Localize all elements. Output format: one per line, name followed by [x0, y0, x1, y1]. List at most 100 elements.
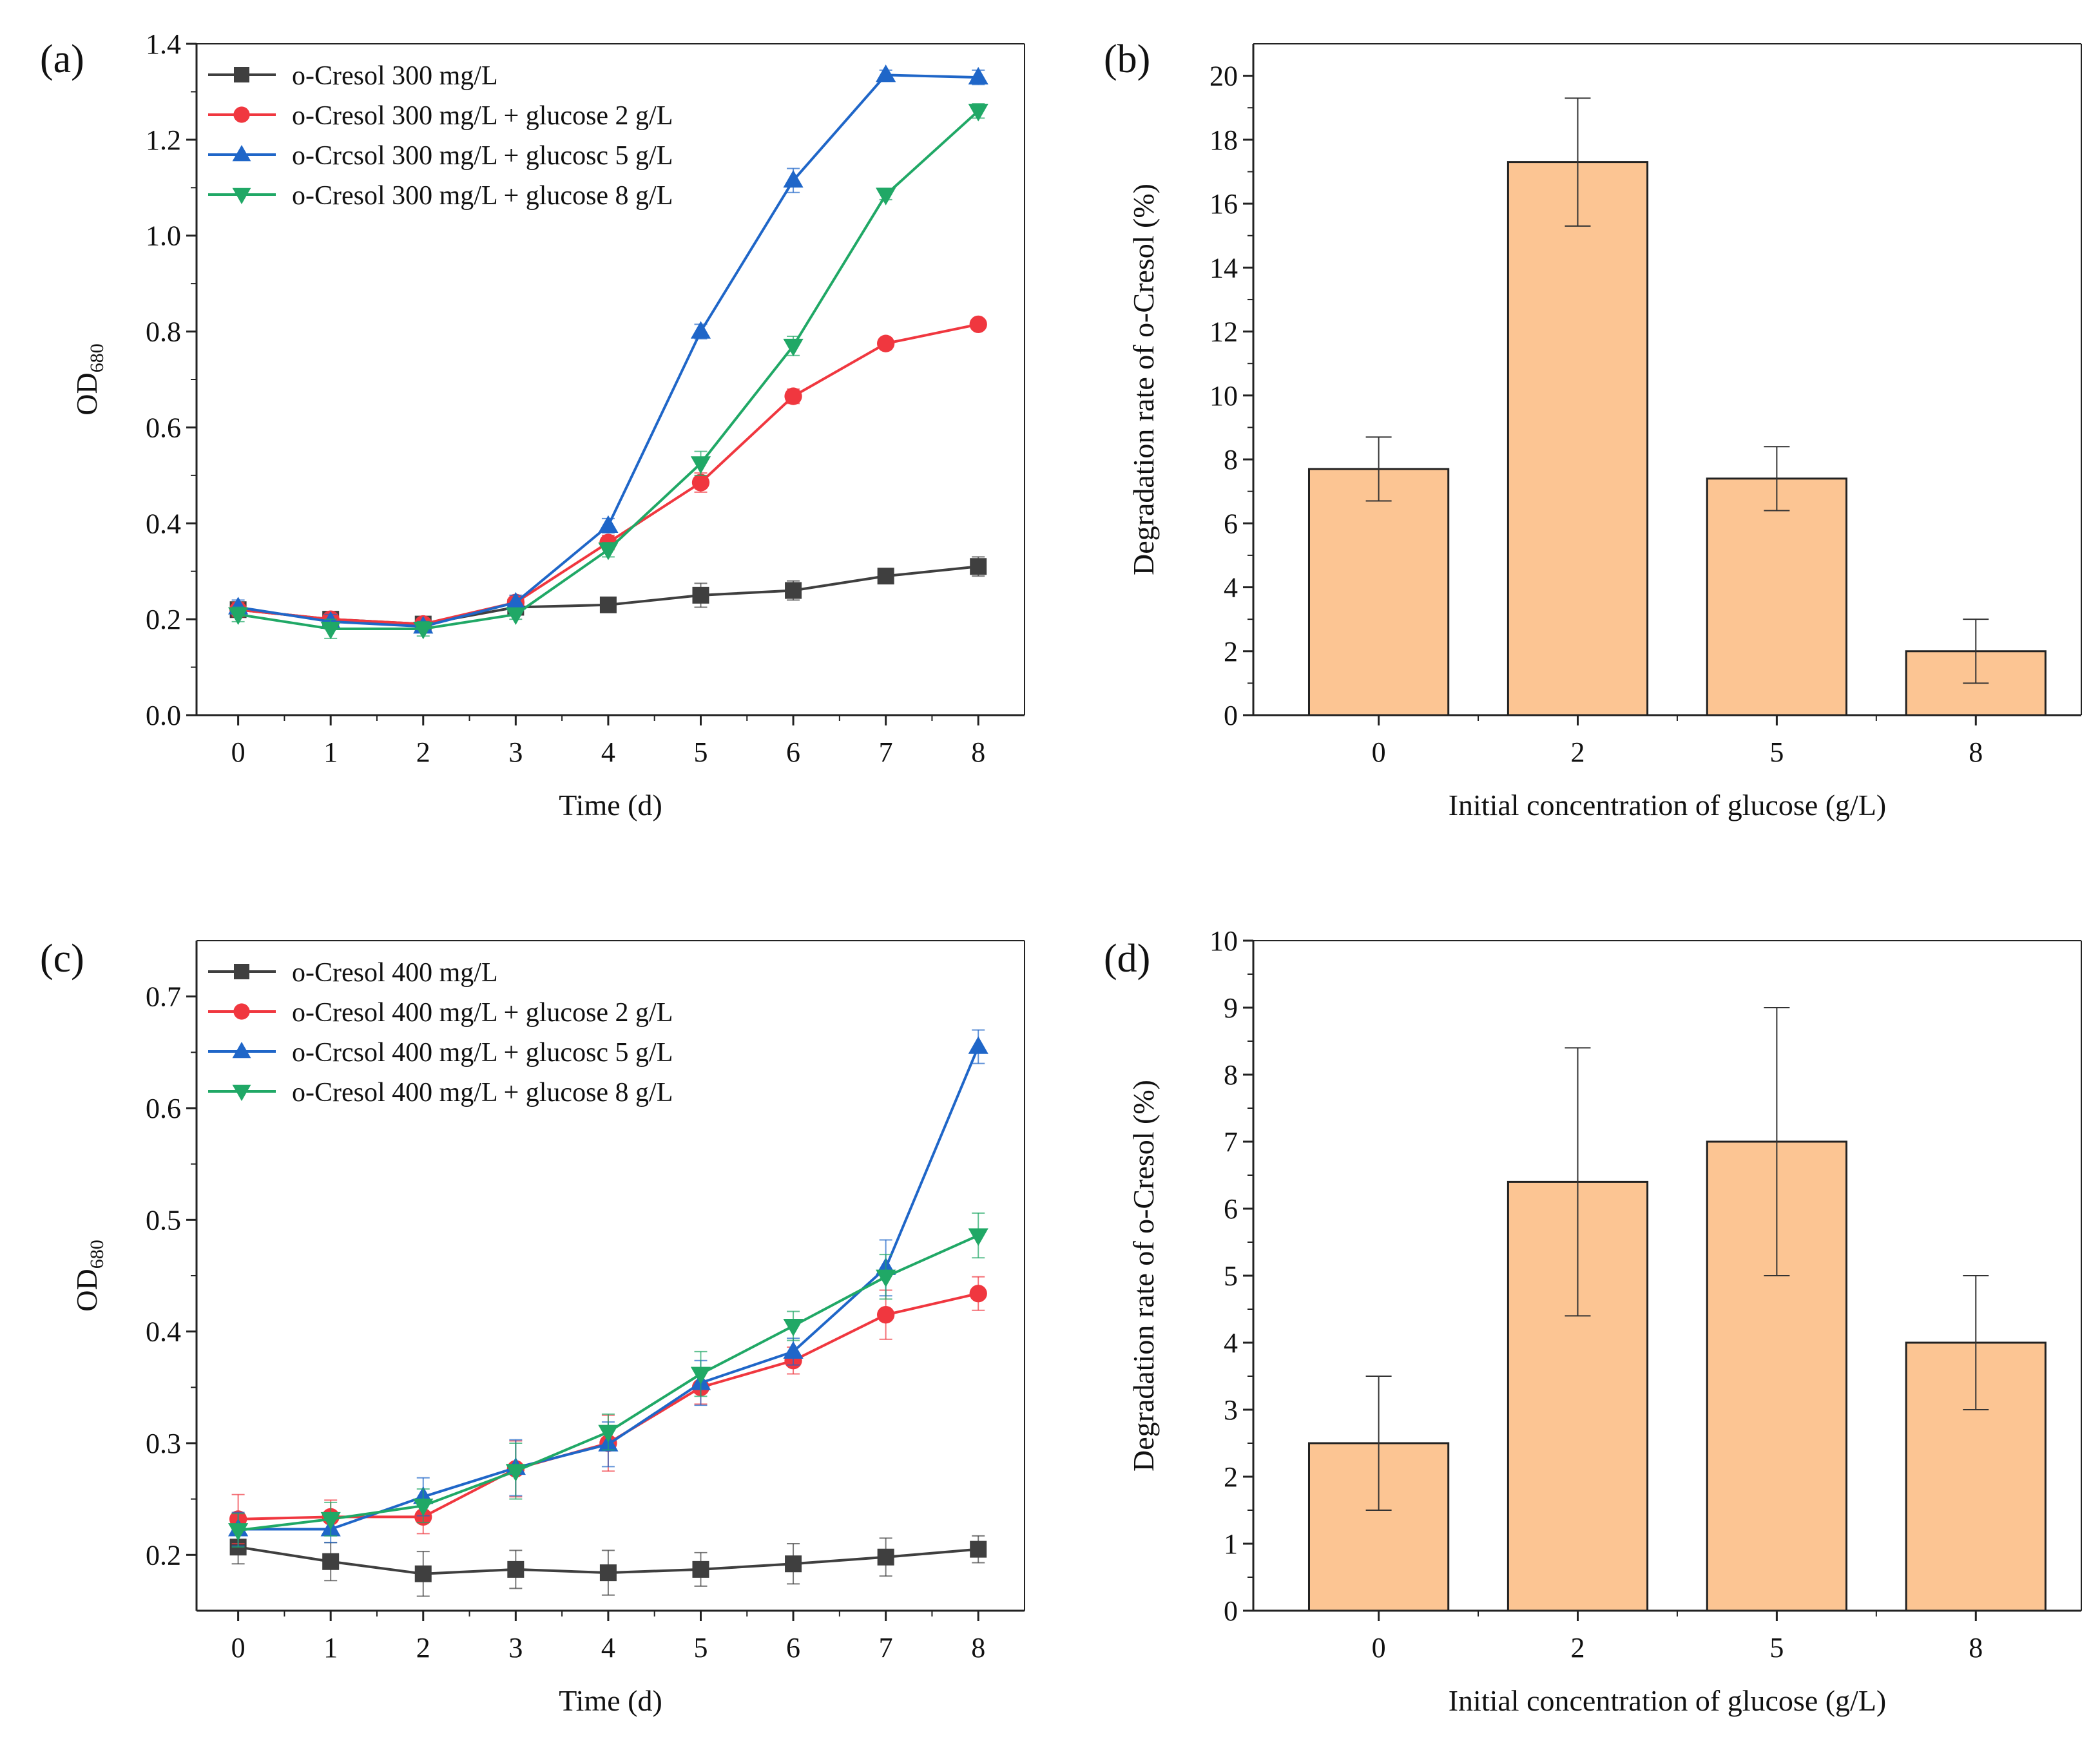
legend-marker	[234, 67, 249, 82]
y-axis-label: OD680	[70, 343, 108, 415]
y-tick-label: 2	[1224, 1461, 1238, 1493]
y-tick-label: 6	[1224, 508, 1238, 539]
data-point	[785, 1555, 802, 1573]
data-point	[599, 1564, 617, 1582]
data-point	[690, 456, 711, 474]
x-axis-label: Time (d)	[559, 789, 662, 821]
legend-marker	[232, 145, 251, 162]
data-point	[784, 387, 802, 405]
data-point	[414, 1565, 432, 1582]
x-tick-label: 8	[1969, 1632, 1983, 1664]
legend-label: o-Cresol 400 mg/L + glucose 8 g/L	[292, 1078, 673, 1108]
bar	[1706, 477, 1848, 716]
y-axis-label: Degradation rate of o-Cresol (%)	[1127, 1080, 1160, 1472]
legend-marker	[233, 106, 250, 123]
data-point	[876, 334, 895, 352]
x-tick-label: 2	[416, 1632, 430, 1664]
x-axis-label: Initial concentration of glucose (g/L)	[1449, 789, 1887, 821]
x-tick-label: 3	[508, 1632, 523, 1664]
y-axis-label-main: Degradation rate of o-Cresol (%)	[1127, 1080, 1160, 1472]
y-axis-label-sub: 680	[86, 1240, 108, 1269]
y-tick-label: 8	[1224, 444, 1238, 475]
data-point	[598, 515, 619, 533]
data-point	[968, 104, 988, 122]
y-tick-label: 0	[1224, 1595, 1238, 1627]
data-point	[598, 542, 619, 561]
x-tick-label: 0	[1372, 736, 1386, 768]
y-tick-label: 4	[1224, 1327, 1238, 1359]
y-tick-label: 16	[1209, 188, 1238, 220]
legend-label: o-Cresol 300 mg/L + glucose 2 g/L	[292, 101, 673, 131]
series-1	[229, 1530, 987, 1597]
y-tick-label: 5	[1224, 1260, 1238, 1292]
y-tick-label: 7	[1224, 1126, 1238, 1158]
chart-panel-4: (d) 0 1 2 3 4 5 6 7 8 9 10 Degradation rate of o-Cre…	[1104, 925, 2082, 1717]
data-point	[692, 586, 709, 604]
data-point	[785, 582, 802, 599]
data-point	[876, 64, 896, 82]
legend-label: o-Crcsol 400 mg/L + glucosc 5 g/L	[292, 1038, 673, 1068]
y-axis-label: Degradation rate of o-Cresol (%)	[1127, 184, 1160, 575]
y-tick-label: 0.6	[146, 1093, 181, 1124]
x-tick-label: 8	[1969, 736, 1983, 768]
x-tick-label: 2	[1570, 736, 1585, 768]
bar	[1307, 468, 1450, 716]
y-tick-label: 12	[1209, 316, 1238, 348]
x-tick-label: 6	[786, 736, 800, 768]
chart-panel-3: (c) 0.2 0.3 0.4 0.5 0.6 0.7 OD680 Time (d) 0 1 2 3 4 5…	[40, 937, 1025, 1717]
legend-label: o-Cresol 400 mg/L	[292, 958, 498, 988]
data-point	[598, 1425, 619, 1443]
x-tick-label: 6	[786, 1632, 800, 1664]
series-4	[228, 103, 988, 640]
y-tick-label: 0.3	[146, 1428, 181, 1459]
data-point	[599, 596, 617, 613]
x-tick-label: 4	[601, 1632, 615, 1664]
series-line	[238, 1292, 979, 1521]
panel-label: (a)	[40, 37, 84, 81]
data-point	[877, 568, 894, 585]
data-point	[413, 621, 434, 640]
data-point	[690, 1367, 711, 1385]
x-tick-label: 7	[879, 736, 893, 768]
y-tick-label: 0.6	[146, 412, 181, 443]
y-tick-label: 10	[1209, 380, 1238, 412]
legend-marker	[233, 1003, 250, 1020]
y-tick-label: 1.4	[146, 28, 181, 60]
y-tick-label: 20	[1209, 61, 1238, 92]
data-point	[783, 169, 804, 188]
data-point	[413, 1499, 434, 1517]
y-tick-label: 0.2	[146, 1539, 181, 1571]
y-tick-label: 9	[1224, 992, 1238, 1024]
y-axis-label-main: OD	[70, 372, 103, 415]
data-point	[783, 338, 804, 357]
y-tick-label: 8	[1224, 1059, 1238, 1091]
y-axis-label-main: Degradation rate of o-Cresol (%)	[1127, 184, 1160, 575]
y-tick-label: 0.4	[146, 508, 181, 539]
legend-marker	[232, 1042, 251, 1059]
legend-label: o-Cresol 400 mg/L + glucose 2 g/L	[292, 998, 673, 1028]
y-tick-label: 3	[1224, 1394, 1238, 1426]
y-axis-label: OD680	[70, 1240, 108, 1311]
y-tick-label: 1.0	[146, 220, 181, 252]
data-point	[968, 1036, 988, 1054]
y-tick-label: 0.0	[146, 700, 181, 731]
data-point	[322, 1553, 340, 1570]
y-tick-label: 14	[1209, 252, 1238, 283]
y-tick-label: 0.5	[146, 1204, 181, 1236]
y-tick-label: 2	[1224, 636, 1238, 667]
x-tick-label: 5	[693, 1632, 708, 1664]
x-tick-label: 8	[971, 1632, 985, 1664]
series-2	[229, 1276, 987, 1544]
y-axis-label-main: OD	[70, 1269, 103, 1311]
data-point	[691, 474, 710, 492]
data-point	[783, 1341, 804, 1359]
x-tick-label: 0	[1372, 1632, 1386, 1664]
data-point	[968, 1228, 988, 1246]
data-point	[505, 591, 526, 610]
y-tick-label: 10	[1209, 925, 1238, 957]
data-point	[505, 607, 526, 625]
series-line	[238, 1234, 979, 1532]
x-tick-label: 2	[416, 736, 430, 768]
x-tick-label: 0	[231, 1632, 246, 1664]
